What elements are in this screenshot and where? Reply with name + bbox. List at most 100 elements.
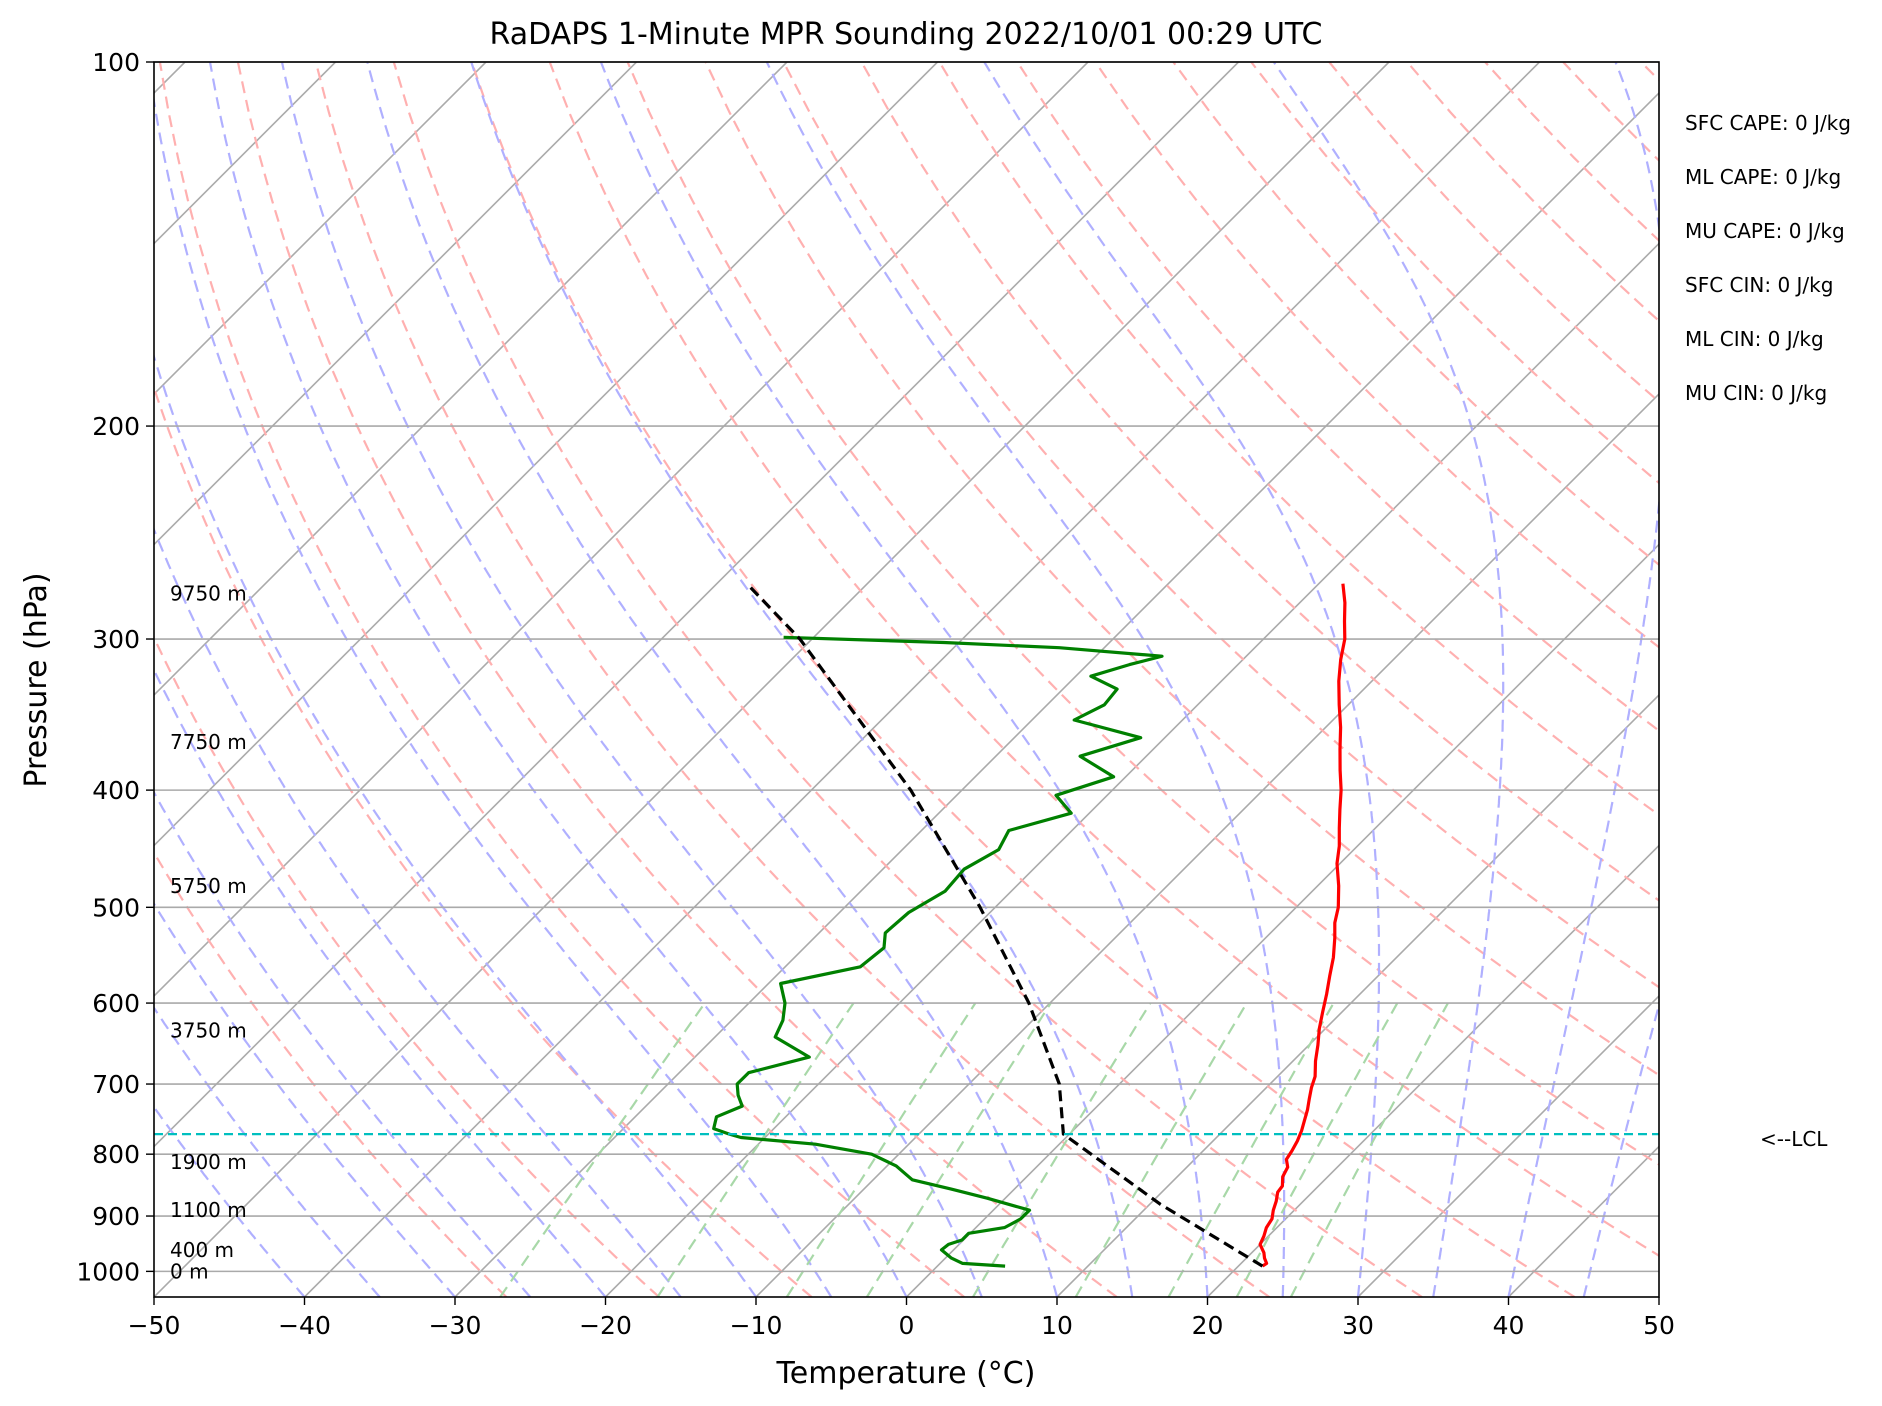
- index-label: ML CIN: 0 J/kg: [1685, 327, 1824, 351]
- moist-adiabat-line: [280, 62, 983, 1297]
- moist-adiabat-line: [208, 62, 908, 1297]
- y-axis-ticks: 100 200 300 400 500 600 700 800 900 1000: [76, 48, 154, 1286]
- dry-adiabat-line: [470, 62, 1576, 1297]
- isotherm-line: [154, 62, 638, 546]
- y-tick-label: 200: [92, 412, 140, 441]
- isotherm-line: [154, 62, 788, 697]
- x-tick-label: −10: [730, 1311, 783, 1340]
- y-tick-label: 600: [92, 989, 140, 1018]
- isotherm-line: [1507, 1145, 1659, 1297]
- x-tick-label: 40: [1493, 1311, 1525, 1340]
- y-tick-label: 1000: [76, 1257, 140, 1286]
- mixing-ratio-line: [972, 1002, 1152, 1297]
- y-tick-label: 400: [92, 776, 140, 805]
- height-label: 1900 m: [170, 1150, 247, 1174]
- isotherm-line: [454, 91, 1659, 1297]
- height-label: 1100 m: [170, 1198, 247, 1222]
- moist-adiabat-line: [154, 1005, 381, 1297]
- dry-adiabat-line: [782, 62, 1659, 989]
- moist-adiabat-line: [154, 901, 456, 1297]
- isotherm-line: [154, 62, 1240, 1148]
- dry-adiabat-line: [158, 62, 965, 1297]
- x-tick-label: −40: [278, 1311, 331, 1340]
- dry-adiabat-line: [1094, 62, 1659, 649]
- x-tick-label: 50: [1643, 1311, 1675, 1340]
- x-tick-label: −50: [128, 1311, 181, 1340]
- y-tick-label: 300: [92, 625, 140, 654]
- isotherm-line: [1357, 994, 1659, 1297]
- parcel-path-line: [745, 582, 1264, 1268]
- mixing-ratio-line: [656, 1002, 855, 1297]
- mixing-ratio-line: [1167, 1002, 1335, 1297]
- isotherm-line: [1810, 62, 1882, 1297]
- dry-adiabat-line: [154, 850, 508, 1297]
- dry-adiabat-line: [1640, 62, 1659, 82]
- mixing-ratio-line: [1289, 1002, 1449, 1297]
- y-tick-label: 100: [92, 48, 140, 77]
- isotherm-line: [1056, 693, 1659, 1297]
- moist-adiabat-line: [1507, 62, 1659, 1297]
- mixing-ratio-line: [1074, 1002, 1248, 1297]
- plot-frame: [153, 61, 1660, 1298]
- y-axis-label: Pressure (hPa): [19, 572, 54, 787]
- chart-title: RaDAPS 1-Minute MPR Sounding 2022/10/01 …: [490, 17, 1323, 52]
- moist-adiabat-line: [154, 790, 532, 1297]
- x-tick-label: 10: [1041, 1311, 1073, 1340]
- dry-adiabat-line: [704, 62, 1659, 1077]
- dry-adiabat-line: [1172, 62, 1659, 567]
- isotherm-line: [1658, 1295, 1659, 1297]
- moist-adiabat-line: [470, 62, 1134, 1297]
- dry-adiabat-line: [938, 62, 1659, 817]
- reference-lines: [154, 62, 1882, 1297]
- dry-adiabat-line: [1719, 62, 1882, 1297]
- height-label: 3750 m: [170, 1018, 247, 1042]
- dry-adiabat-line: [1016, 62, 1659, 733]
- dry-adiabat-line: [1328, 62, 1659, 404]
- dry-adiabat-line: [236, 62, 1118, 1297]
- isotherm-line: [154, 62, 1390, 1297]
- dry-adiabat-line: [1250, 62, 1659, 485]
- moist-adiabat-line: [366, 62, 1059, 1297]
- x-axis-ticks: −50 −40 −30 −20 −10 0 10 20 30 40 50: [128, 1297, 1675, 1340]
- moist-adiabat-line: [154, 667, 607, 1297]
- index-label: SFC CAPE: 0 J/kg: [1685, 111, 1851, 135]
- height-label: 5750 m: [170, 874, 247, 898]
- dry-adiabat-line: [314, 62, 1271, 1297]
- dry-adiabat-line: [392, 62, 1423, 1297]
- height-label: 7750 m: [170, 730, 247, 754]
- isotherm-line: [604, 242, 1659, 1297]
- profile-series: [154, 582, 1659, 1268]
- isotherm-line: [154, 62, 939, 847]
- dry-adiabat-line: [1406, 62, 1659, 323]
- x-tick-label: 30: [1342, 1311, 1374, 1340]
- dry-adiabat-line: [860, 62, 1659, 902]
- x-tick-label: 0: [899, 1311, 915, 1340]
- height-label: 400 m: [170, 1238, 234, 1262]
- isotherm-line: [154, 62, 1089, 998]
- index-label: SFC CIN: 0 J/kg: [1685, 273, 1833, 297]
- y-tick-label: 700: [92, 1070, 140, 1099]
- stability-indices: SFC CAPE: 0 J/kg ML CAPE: 0 J/kg MU CAPE: …: [1685, 111, 1851, 405]
- moist-adiabat-line: [1272, 62, 1505, 1297]
- dry-adiabat-line: [548, 62, 1659, 1258]
- moist-adiabat-line: [154, 526, 682, 1297]
- moist-adiabat-line: [154, 353, 757, 1297]
- index-label: MU CAPE: 0 J/kg: [1685, 219, 1845, 243]
- isotherm-line: [755, 392, 1659, 1297]
- mixing-ratio-line: [785, 1002, 977, 1297]
- isotherm-line: [154, 62, 487, 396]
- dry-adiabat-line: [154, 384, 813, 1297]
- moist-adiabat-line: [983, 62, 1381, 1297]
- height-labels: 9750 m 7750 m 5750 m 3750 m 1900 m 1100 m 400 …: [170, 581, 247, 1283]
- y-tick-label: 800: [92, 1140, 140, 1169]
- dry-adiabat-line: [1562, 62, 1659, 162]
- dry-adiabat-line: [1484, 62, 1659, 243]
- y-tick-label: 500: [92, 893, 140, 922]
- index-label: ML CAPE: 0 J/kg: [1685, 165, 1841, 189]
- dry-adiabat-line: [626, 62, 1659, 1166]
- moist-adiabat-line: [154, 95, 833, 1297]
- x-tick-label: −20: [579, 1311, 632, 1340]
- isotherm-line: [1206, 844, 1659, 1297]
- moist-adiabat-line: [1582, 1000, 1659, 1297]
